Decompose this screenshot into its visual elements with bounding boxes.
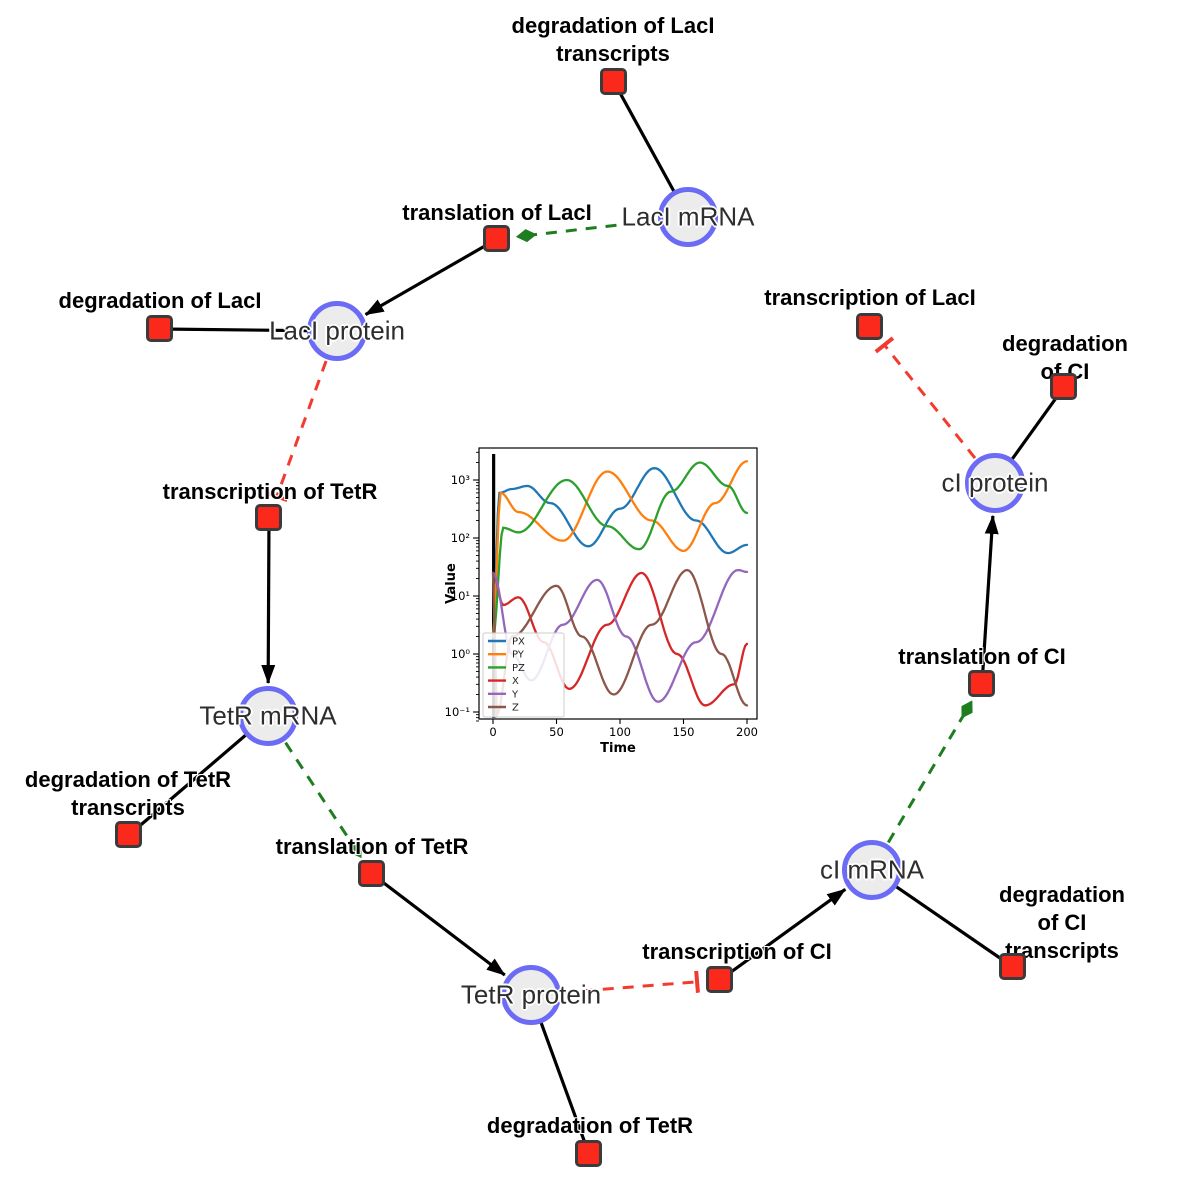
translation-ci-label: translation of CI: [898, 644, 1066, 669]
y-tick-label: 10⁻¹: [445, 705, 470, 719]
deg-laci-label: degradation of LacI: [58, 288, 262, 313]
edge-translation-laci-to-laci-protein: [364, 237, 498, 316]
reaction-node-deg-laci[interactable]: [146, 315, 173, 342]
legend-entry-Y: Y: [511, 689, 519, 700]
edge-laci-protein-to-transcription-tetr: [265, 360, 328, 503]
ci-mrna-label: cI mRNA: [820, 854, 924, 885]
transcription-ci-label: transcription of CI: [642, 939, 832, 964]
x-tick-label: 100: [609, 725, 631, 739]
x-tick-label: 50: [549, 725, 564, 739]
deg-tetr-transcripts-label: degradation of TetR transcripts: [24, 767, 232, 820]
y-tick-label: 10¹: [451, 589, 470, 603]
species-node-tetr-mrna[interactable]: [238, 686, 298, 746]
y-axis-label: Value: [445, 563, 459, 604]
translation-tetr-label: translation of TetR: [275, 834, 469, 859]
legend-entry-X: X: [512, 676, 519, 687]
deg-tetr-label: degradation of TetR: [486, 1113, 694, 1138]
edge-transcription-ci-to-ci-mrna: [719, 888, 847, 982]
deg-laci-transcripts-label: degradation of LacI transcripts: [511, 13, 715, 66]
reaction-node-translation-ci[interactable]: [968, 670, 995, 697]
series-Z: [491, 568, 749, 719]
laci-protein-label: LacI protein: [269, 315, 405, 346]
legend-entry-PZ: PZ: [512, 663, 525, 674]
laci-mrna-label: LacI mRNA: [621, 201, 755, 232]
legend-entry-PX: PX: [512, 637, 525, 648]
reaction-node-translation-tetr[interactable]: [358, 860, 385, 887]
edge-ci-protein-to-transcription-laci: [874, 336, 977, 459]
species-node-tetr-protein[interactable]: [501, 965, 561, 1025]
x-tick-label: 150: [673, 725, 695, 739]
species-node-ci-mrna[interactable]: [842, 840, 902, 900]
timeseries-plot: 0 50 100 150 20010⁻¹10⁰10¹10²10³TimeValuePXP…: [445, 433, 779, 767]
tetr-mrna-label: TetR mRNA: [199, 700, 337, 731]
transcription-laci-label: transcription of LacI: [764, 285, 976, 310]
legend-entry-Z: Z: [512, 703, 519, 714]
series-PZ: [491, 461, 749, 638]
deg-ci-transcripts-label: degradation of CI transcripts: [999, 882, 1125, 963]
x-tick-label: 0: [489, 725, 496, 739]
edge-laci-mrna-to-translation-laci: [515, 219, 657, 243]
reaction-node-translation-laci[interactable]: [483, 225, 510, 252]
translation-laci-label: translation of LacI: [402, 200, 592, 225]
legend: PX PY PZ XYZ: [482, 632, 565, 718]
species-node-ci-protein[interactable]: [965, 453, 1025, 513]
y-tick-label: 10⁰: [451, 647, 471, 661]
reaction-node-deg-tetr[interactable]: [575, 1140, 602, 1167]
x-tick-label: 200: [736, 725, 758, 739]
reaction-node-deg-ci-transcripts[interactable]: [999, 953, 1026, 980]
tetr-protein-label: TetR protein: [460, 979, 602, 1010]
reaction-node-deg-tetr-transcripts[interactable]: [115, 821, 142, 848]
x-axis-label: Time: [600, 741, 636, 756]
transcription-tetr-label: transcription of TetR: [162, 479, 378, 504]
edge-ci-mrna-to-translation-ci: [886, 700, 973, 844]
species-node-laci-protein[interactable]: [307, 301, 367, 361]
reaction-node-deg-laci-transcripts[interactable]: [600, 68, 627, 95]
reaction-node-transcription-ci[interactable]: [706, 966, 733, 993]
y-tick-label: 10²: [451, 531, 470, 545]
reaction-node-transcription-tetr[interactable]: [255, 504, 282, 531]
species-node-laci-mrna[interactable]: [658, 187, 718, 247]
reaction-node-transcription-laci[interactable]: [856, 313, 883, 340]
edge-translation-tetr-to-tetr-protein: [371, 872, 506, 977]
edge-tetr-mrna-to-translation-tetr: [284, 741, 362, 859]
edge-transcription-tetr-to-tetr-mrna: [261, 517, 276, 685]
y-tick-label: 10³: [451, 473, 471, 487]
edge-tetr-protein-to-transcription-ci: [562, 970, 700, 994]
ci-protein-label: cI protein: [941, 467, 1049, 498]
plot-frame: [478, 447, 758, 720]
reaction-node-deg-ci[interactable]: [1050, 373, 1077, 400]
series-PX: [491, 467, 749, 638]
legend-entry-PY: PY: [512, 650, 525, 661]
series-X: [491, 571, 749, 707]
edge-translation-ci-to-ci-protein: [980, 514, 999, 685]
